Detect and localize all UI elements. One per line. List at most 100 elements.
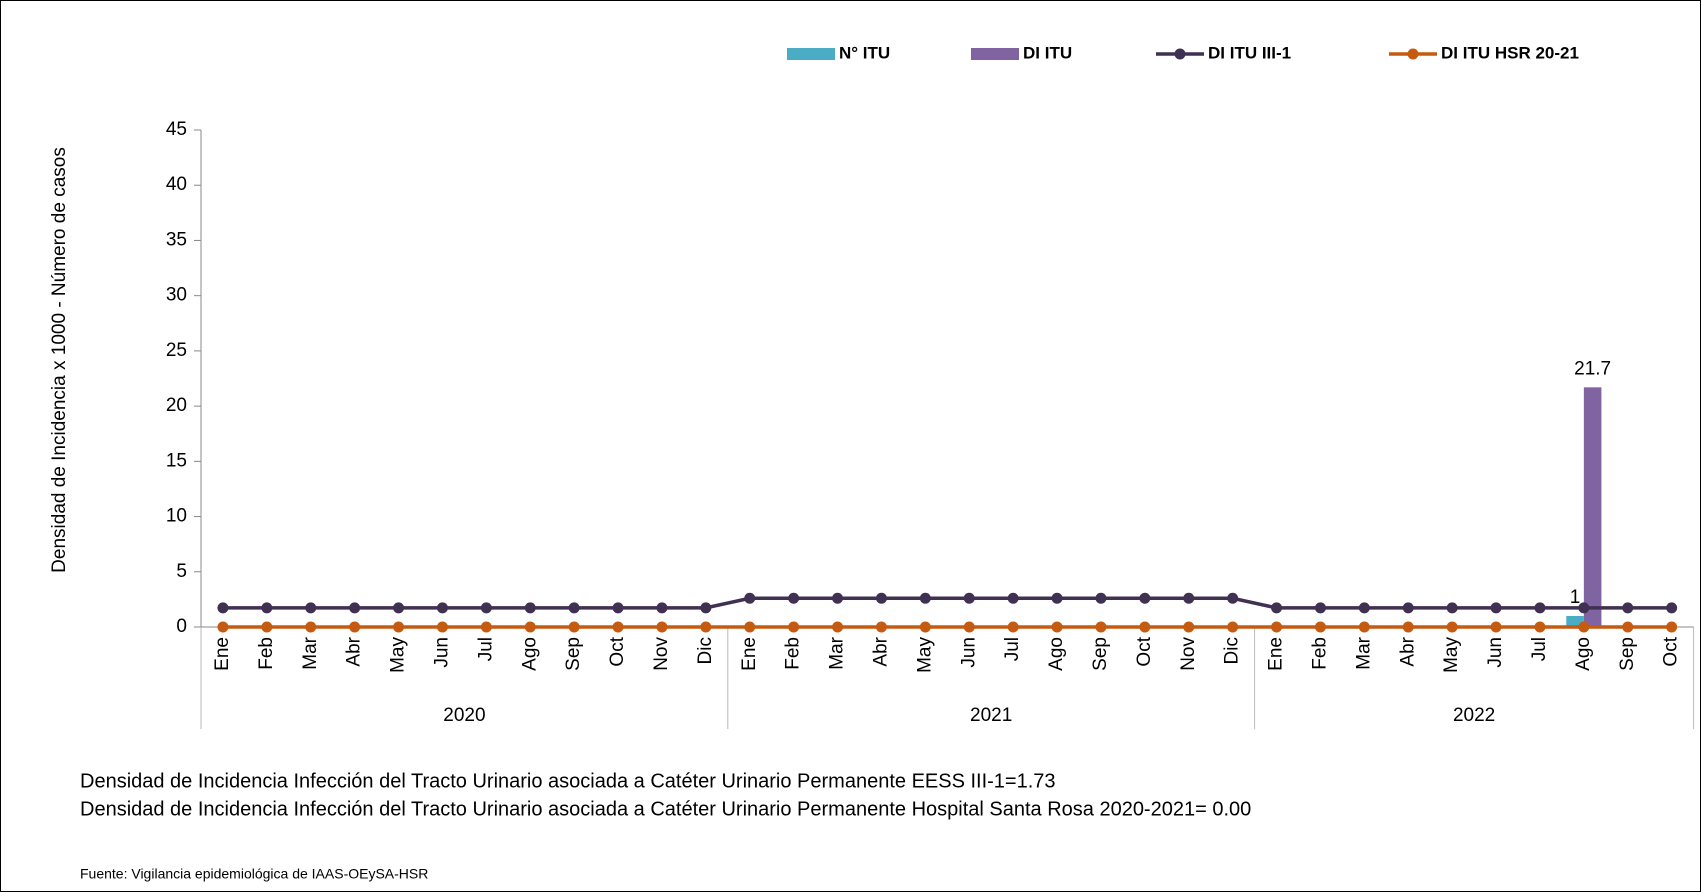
x-tick-label: Mar [1353, 636, 1374, 669]
line-marker [217, 621, 229, 633]
line-marker [1622, 621, 1634, 633]
line-marker [700, 602, 712, 614]
line-marker [656, 602, 668, 614]
note: Densidad de Incidencia Infección del Tra… [80, 798, 1251, 820]
y-tick-label: 15 [166, 450, 187, 471]
x-tick-label: Feb [256, 637, 277, 670]
line-marker [963, 592, 975, 604]
x-tick-label: Mar [300, 636, 321, 669]
x-tick-label: Dic [695, 637, 716, 664]
year-label: 2021 [970, 705, 1012, 726]
line-marker [524, 621, 536, 633]
line-marker [1490, 621, 1502, 633]
x-tick-label: Jul [1529, 637, 1550, 661]
line-marker [1227, 621, 1239, 633]
line-marker [1666, 621, 1678, 633]
x-tick-label: Jul [475, 637, 496, 661]
legend-label: N° ITU [839, 43, 890, 62]
line-marker [1402, 602, 1414, 614]
line-marker [1578, 602, 1590, 614]
x-tick-label: Ene [212, 637, 233, 671]
x-tick-label: Jul [1002, 637, 1023, 661]
line-marker [1227, 592, 1239, 604]
line-marker [788, 592, 800, 604]
x-tick-label: Jun [958, 637, 979, 668]
legend-swatch [1407, 48, 1419, 60]
line-marker [832, 621, 844, 633]
x-tick-label: Abr [344, 636, 365, 666]
line-marker [1446, 602, 1458, 614]
line-marker [1314, 602, 1326, 614]
legend-label: DI ITU HSR 20-21 [1441, 43, 1579, 62]
line-marker [1007, 621, 1019, 633]
line-marker [963, 621, 975, 633]
legend-swatch [971, 48, 1019, 60]
bar [1566, 615, 1584, 627]
legend-label: DI ITU [1023, 43, 1072, 62]
line-marker [1622, 602, 1634, 614]
line-marker [1183, 621, 1195, 633]
x-tick-label: Sep [1617, 637, 1638, 671]
line-marker [1271, 621, 1283, 633]
line-marker [1666, 602, 1678, 614]
line-marker [393, 602, 405, 614]
line-marker [1183, 592, 1195, 604]
line-marker [612, 621, 624, 633]
x-tick-label: Abr [870, 636, 891, 666]
x-tick-label: Ene [1266, 637, 1287, 671]
line-marker [436, 621, 448, 633]
line-marker [1578, 621, 1590, 633]
line-marker [700, 621, 712, 633]
line-marker [436, 602, 448, 614]
line-marker [1490, 602, 1502, 614]
line-marker [349, 602, 361, 614]
data-label: 21.7 [1574, 358, 1611, 379]
year-label: 2020 [443, 705, 485, 726]
line-marker [1314, 621, 1326, 633]
line-marker [1095, 592, 1107, 604]
x-tick-label: Ene [739, 637, 760, 671]
x-tick-label: May [1441, 637, 1462, 673]
line-marker [744, 592, 756, 604]
line-marker [1139, 621, 1151, 633]
y-tick-label: 40 [166, 174, 187, 195]
line-marker [1534, 621, 1546, 633]
line-marker [1139, 592, 1151, 604]
line-marker [788, 621, 800, 633]
line-marker [393, 621, 405, 633]
x-tick-label: Mar [827, 636, 848, 669]
source: Fuente: Vigilancia epidemiológica de IAA… [80, 866, 428, 882]
line-marker [261, 602, 273, 614]
x-tick-label: Oct [1134, 636, 1155, 666]
line-marker [1358, 621, 1370, 633]
x-tick-label: Feb [783, 637, 804, 670]
x-tick-label: May [914, 637, 935, 673]
y-tick-label: 25 [166, 340, 187, 361]
x-tick-label: Sep [1090, 637, 1111, 671]
legend-label: DI ITU III-1 [1208, 43, 1291, 62]
line-marker [919, 592, 931, 604]
x-tick-label: Dic [1222, 637, 1243, 664]
line [222, 596, 1672, 610]
line-marker [568, 621, 580, 633]
year-label: 2022 [1453, 705, 1495, 726]
line-marker [1358, 602, 1370, 614]
line-marker [1051, 592, 1063, 604]
line-marker [875, 621, 887, 633]
y-tick-label: 0 [176, 616, 187, 637]
line-marker [612, 602, 624, 614]
line-marker [1534, 602, 1546, 614]
line-marker [568, 602, 580, 614]
note: Densidad de Incidencia Infección del Tra… [80, 770, 1056, 792]
line-marker [524, 602, 536, 614]
legend-swatch [787, 48, 835, 60]
x-tick-label: Ago [1573, 637, 1594, 671]
line-marker [480, 602, 492, 614]
x-tick-label: Jun [1485, 637, 1506, 668]
x-tick-label: Jun [431, 637, 452, 668]
line-marker [1051, 621, 1063, 633]
x-tick-label: Abr [1397, 636, 1418, 666]
x-tick-label: Oct [607, 636, 628, 666]
